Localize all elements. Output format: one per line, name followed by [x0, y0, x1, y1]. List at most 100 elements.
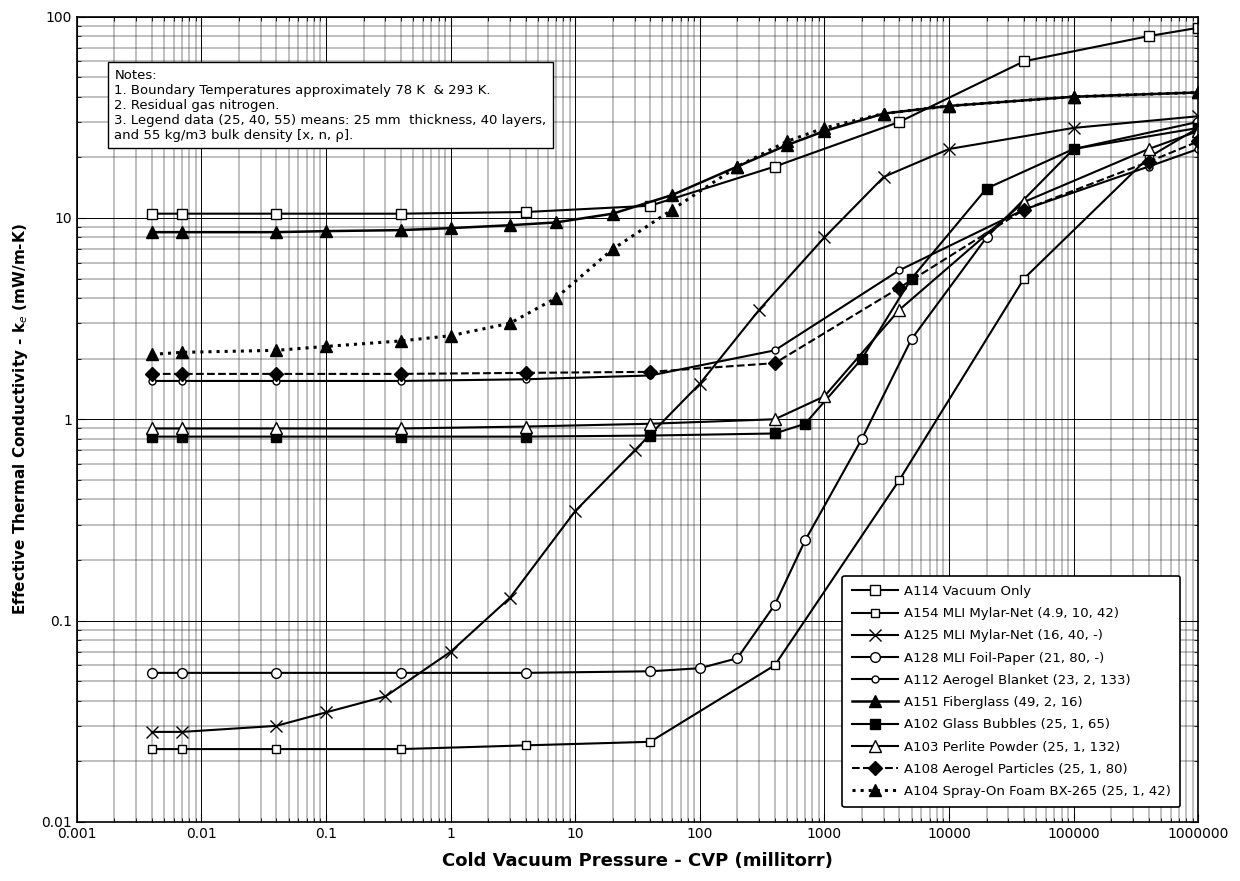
A128 MLI Foil-Paper (21, 80, -) — [393, 668, 408, 678]
A114 Vacuum Only — [1017, 56, 1032, 67]
A103 Perlite Powder (25, 1, 132) — [1141, 144, 1156, 154]
A112 Aerogel Blanket (23, 2, 133) — [1017, 204, 1032, 215]
A114 Vacuum Only — [642, 201, 657, 211]
A108 Aerogel Particles (25, 1, 80) — [892, 283, 906, 293]
A108 Aerogel Particles (25, 1, 80) — [1190, 136, 1205, 146]
Line: A102 Glass Bubbles (25, 1, 65): A102 Glass Bubbles (25, 1, 65) — [148, 123, 1203, 441]
A103 Perlite Powder (25, 1, 132) — [1190, 126, 1205, 137]
Line: A108 Aerogel Particles (25, 1, 80): A108 Aerogel Particles (25, 1, 80) — [148, 137, 1203, 379]
A151 Fiberglass (49, 2, 16) — [175, 227, 190, 238]
A154 MLI Mylar-Net (4.9, 10, 42) — [892, 475, 906, 485]
A151 Fiberglass (49, 2, 16) — [144, 227, 159, 238]
A103 Perlite Powder (25, 1, 132) — [518, 421, 533, 432]
A102 Glass Bubbles (25, 1, 65) — [797, 418, 812, 429]
A128 MLI Foil-Paper (21, 80, -) — [144, 668, 159, 678]
A104 Spray-On Foam BX-265 (25, 1, 42) — [269, 345, 284, 356]
A151 Fiberglass (49, 2, 16) — [1190, 87, 1205, 98]
A103 Perlite Powder (25, 1, 132) — [642, 418, 657, 429]
Y-axis label: Effective Thermal Conductivity - k$_e$ (mW/m-K): Effective Thermal Conductivity - k$_e$ (… — [11, 224, 30, 615]
A104 Spray-On Foam BX-265 (25, 1, 42) — [941, 100, 956, 111]
A112 Aerogel Blanket (23, 2, 133) — [269, 375, 284, 386]
A102 Glass Bubbles (25, 1, 65) — [980, 183, 994, 194]
A125 MLI Mylar-Net (16, 40, -) — [817, 233, 832, 243]
A151 Fiberglass (49, 2, 16) — [1066, 92, 1081, 102]
A128 MLI Foil-Paper (21, 80, -) — [692, 663, 707, 673]
A151 Fiberglass (49, 2, 16) — [319, 226, 334, 236]
A151 Fiberglass (49, 2, 16) — [502, 220, 517, 231]
A114 Vacuum Only — [393, 209, 408, 219]
A125 MLI Mylar-Net (16, 40, -) — [1190, 111, 1205, 122]
A103 Perlite Powder (25, 1, 132) — [768, 414, 782, 425]
A128 MLI Foil-Paper (21, 80, -) — [1190, 116, 1205, 127]
A154 MLI Mylar-Net (4.9, 10, 42) — [642, 737, 657, 747]
A102 Glass Bubbles (25, 1, 65) — [1066, 144, 1081, 154]
A112 Aerogel Blanket (23, 2, 133) — [175, 375, 190, 386]
Line: A128 MLI Foil-Paper (21, 80, -): A128 MLI Foil-Paper (21, 80, -) — [148, 117, 1203, 677]
Line: A114 Vacuum Only: A114 Vacuum Only — [148, 23, 1203, 218]
A125 MLI Mylar-Net (16, 40, -) — [378, 692, 393, 702]
A151 Fiberglass (49, 2, 16) — [665, 189, 680, 200]
A108 Aerogel Particles (25, 1, 80) — [1017, 204, 1032, 215]
A151 Fiberglass (49, 2, 16) — [548, 217, 563, 227]
A151 Fiberglass (49, 2, 16) — [941, 100, 956, 111]
A128 MLI Foil-Paper (21, 80, -) — [518, 668, 533, 678]
A102 Glass Bubbles (25, 1, 65) — [854, 353, 869, 364]
A104 Spray-On Foam BX-265 (25, 1, 42) — [780, 136, 795, 146]
A151 Fiberglass (49, 2, 16) — [605, 209, 620, 219]
Line: A151 Fiberglass (49, 2, 16): A151 Fiberglass (49, 2, 16) — [146, 87, 1204, 238]
A125 MLI Mylar-Net (16, 40, -) — [568, 506, 583, 516]
A103 Perlite Powder (25, 1, 132) — [892, 305, 906, 315]
A125 MLI Mylar-Net (16, 40, -) — [175, 727, 190, 737]
A151 Fiberglass (49, 2, 16) — [393, 225, 408, 235]
Text: Notes:
1. Boundary Temperatures approximately 78 K  & 293 K.
2. Residual gas nit: Notes: 1. Boundary Temperatures approxim… — [114, 69, 547, 142]
A108 Aerogel Particles (25, 1, 80) — [768, 358, 782, 368]
A114 Vacuum Only — [1190, 23, 1205, 33]
A103 Perlite Powder (25, 1, 132) — [144, 423, 159, 433]
A125 MLI Mylar-Net (16, 40, -) — [319, 707, 334, 718]
A125 MLI Mylar-Net (16, 40, -) — [692, 379, 707, 389]
A112 Aerogel Blanket (23, 2, 133) — [144, 375, 159, 386]
A154 MLI Mylar-Net (4.9, 10, 42) — [768, 660, 782, 670]
A104 Spray-On Foam BX-265 (25, 1, 42) — [144, 349, 159, 359]
A154 MLI Mylar-Net (4.9, 10, 42) — [1190, 122, 1205, 133]
A125 MLI Mylar-Net (16, 40, -) — [443, 647, 458, 657]
A103 Perlite Powder (25, 1, 132) — [175, 423, 190, 433]
A114 Vacuum Only — [518, 207, 533, 218]
A112 Aerogel Blanket (23, 2, 133) — [642, 370, 657, 381]
A128 MLI Foil-Paper (21, 80, -) — [904, 334, 919, 344]
A112 Aerogel Blanket (23, 2, 133) — [393, 375, 408, 386]
A103 Perlite Powder (25, 1, 132) — [393, 423, 408, 433]
A151 Fiberglass (49, 2, 16) — [443, 223, 458, 233]
A114 Vacuum Only — [1141, 31, 1156, 41]
A112 Aerogel Blanket (23, 2, 133) — [518, 374, 533, 384]
A128 MLI Foil-Paper (21, 80, -) — [768, 599, 782, 610]
A125 MLI Mylar-Net (16, 40, -) — [751, 305, 766, 315]
A128 MLI Foil-Paper (21, 80, -) — [175, 668, 190, 678]
A114 Vacuum Only — [144, 209, 159, 219]
Legend: A114 Vacuum Only, A154 MLI Mylar-Net (4.9, 10, 42), A125 MLI Mylar-Net (16, 40, : A114 Vacuum Only, A154 MLI Mylar-Net (4.… — [842, 575, 1180, 807]
X-axis label: Cold Vacuum Pressure - CVP (millitorr): Cold Vacuum Pressure - CVP (millitorr) — [443, 852, 833, 870]
A104 Spray-On Foam BX-265 (25, 1, 42) — [877, 108, 892, 119]
A104 Spray-On Foam BX-265 (25, 1, 42) — [1066, 92, 1081, 102]
A108 Aerogel Particles (25, 1, 80) — [518, 367, 533, 378]
A114 Vacuum Only — [175, 209, 190, 219]
A103 Perlite Powder (25, 1, 132) — [269, 423, 284, 433]
A104 Spray-On Foam BX-265 (25, 1, 42) — [443, 330, 458, 341]
A108 Aerogel Particles (25, 1, 80) — [175, 368, 190, 379]
A128 MLI Foil-Paper (21, 80, -) — [797, 535, 812, 545]
A154 MLI Mylar-Net (4.9, 10, 42) — [1141, 152, 1156, 163]
A102 Glass Bubbles (25, 1, 65) — [518, 432, 533, 442]
A128 MLI Foil-Paper (21, 80, -) — [1066, 144, 1081, 154]
A114 Vacuum Only — [892, 116, 906, 127]
A151 Fiberglass (49, 2, 16) — [817, 126, 832, 137]
A104 Spray-On Foam BX-265 (25, 1, 42) — [730, 161, 745, 172]
A104 Spray-On Foam BX-265 (25, 1, 42) — [665, 204, 680, 215]
A104 Spray-On Foam BX-265 (25, 1, 42) — [393, 336, 408, 346]
A128 MLI Foil-Paper (21, 80, -) — [642, 666, 657, 677]
A154 MLI Mylar-Net (4.9, 10, 42) — [1017, 273, 1032, 284]
A104 Spray-On Foam BX-265 (25, 1, 42) — [817, 122, 832, 133]
A125 MLI Mylar-Net (16, 40, -) — [1066, 122, 1081, 133]
A103 Perlite Powder (25, 1, 132) — [817, 391, 832, 402]
A102 Glass Bubbles (25, 1, 65) — [768, 428, 782, 439]
Line: A125 MLI Mylar-Net (16, 40, -): A125 MLI Mylar-Net (16, 40, -) — [145, 110, 1204, 738]
